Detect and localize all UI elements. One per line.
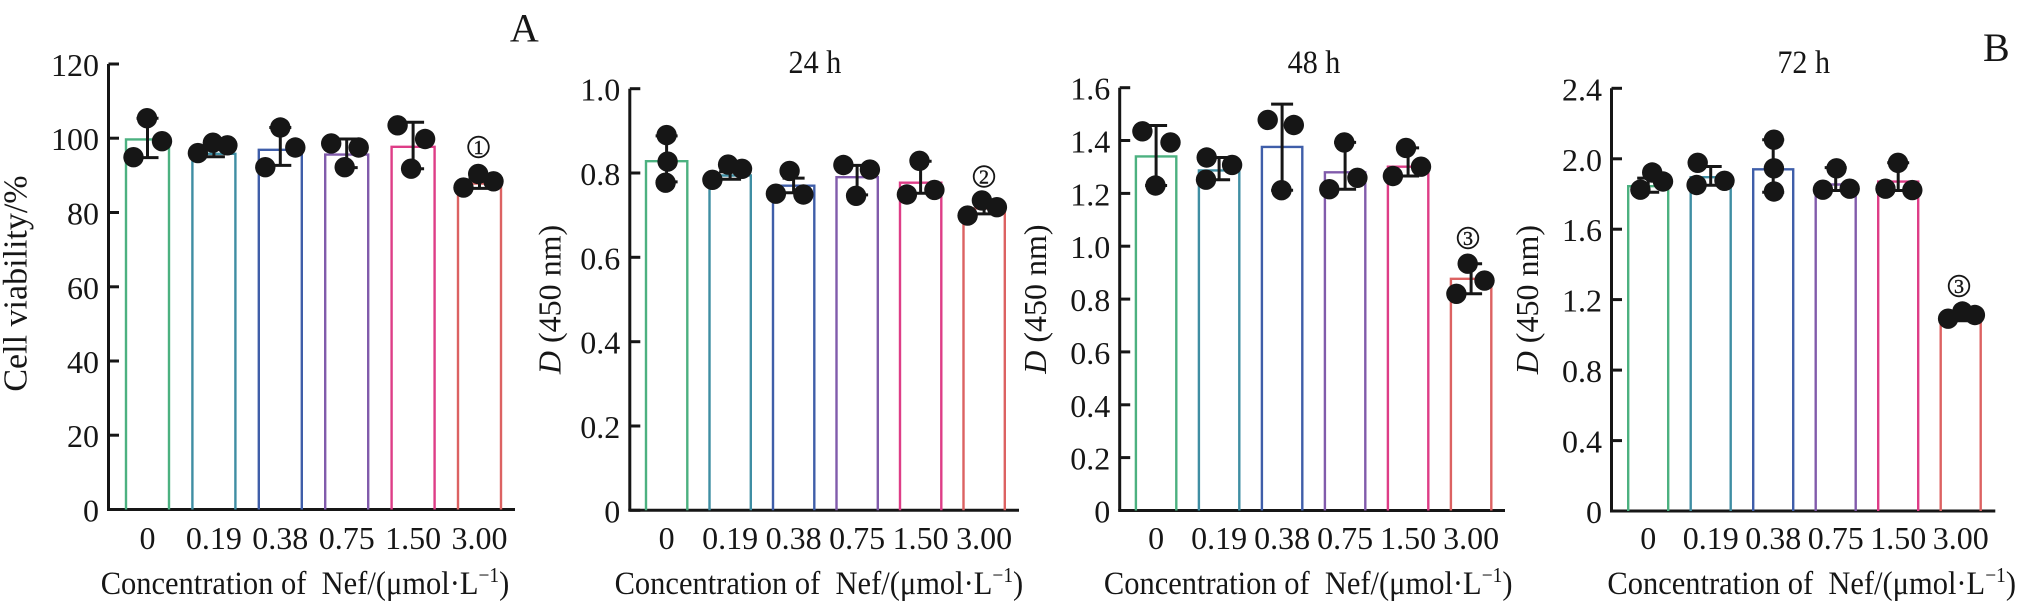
svg-text:48 h: 48 h — [1288, 45, 1341, 81]
svg-text:0.6: 0.6 — [580, 240, 620, 276]
svg-text:1.4: 1.4 — [1070, 124, 1110, 160]
svg-text:3: 3 — [1954, 276, 1964, 298]
svg-text:0.2: 0.2 — [580, 409, 620, 445]
svg-text:D (450 nm): D (450 nm) — [1017, 224, 1053, 374]
svg-text:1.0: 1.0 — [1070, 229, 1110, 265]
svg-text:0.4: 0.4 — [1562, 424, 1602, 460]
svg-text:B: B — [1983, 25, 2010, 70]
svg-text:0.75: 0.75 — [1317, 520, 1373, 556]
svg-text:A: A — [510, 6, 539, 51]
svg-text:0: 0 — [1094, 494, 1110, 530]
svg-text:D (450 nm): D (450 nm) — [1509, 225, 1545, 375]
svg-text:0.38: 0.38 — [766, 520, 822, 556]
svg-text:3.00: 3.00 — [452, 520, 508, 556]
svg-text:0.6: 0.6 — [1070, 335, 1110, 371]
svg-text:0.38: 0.38 — [1254, 520, 1310, 556]
svg-text:1.6: 1.6 — [1070, 71, 1110, 107]
svg-text:Concentration of Nef/(μmol·L−: Concentration of Nef/(μmol·L−1) — [1607, 563, 2016, 602]
svg-text:2.0: 2.0 — [1562, 142, 1602, 178]
svg-text:1.2: 1.2 — [1562, 283, 1602, 319]
svg-text:24 h: 24 h — [789, 45, 842, 81]
svg-text:0.19: 0.19 — [702, 520, 758, 556]
svg-text:100: 100 — [51, 121, 99, 157]
svg-text:120: 120 — [51, 47, 99, 83]
svg-text:Concentration of Nef/(μmol·L−: Concentration of Nef/(μmol·L−1) — [1104, 563, 1513, 602]
svg-text:3.00: 3.00 — [956, 520, 1012, 556]
svg-text:0: 0 — [140, 520, 156, 556]
svg-text:1.6: 1.6 — [1562, 212, 1602, 248]
svg-text:1: 1 — [474, 137, 484, 159]
svg-text:0.4: 0.4 — [580, 325, 620, 361]
svg-text:Concentration of Nef/(μmol·L−: Concentration of Nef/(μmol·L−1) — [101, 563, 510, 602]
svg-text:D (450 nm): D (450 nm) — [532, 225, 568, 375]
svg-text:1.50: 1.50 — [385, 520, 441, 556]
svg-text:Cell viability/%: Cell viability/% — [0, 175, 35, 391]
svg-text:0.75: 0.75 — [829, 520, 885, 556]
svg-text:0.19: 0.19 — [1191, 520, 1247, 556]
svg-text:0.8: 0.8 — [1562, 353, 1602, 389]
svg-text:0: 0 — [1586, 494, 1602, 530]
svg-text:0: 0 — [1640, 520, 1656, 556]
svg-text:2: 2 — [979, 167, 989, 189]
svg-text:3.00: 3.00 — [1933, 520, 1989, 556]
svg-text:1.2: 1.2 — [1070, 176, 1110, 212]
svg-text:0: 0 — [83, 493, 99, 529]
svg-text:0: 0 — [604, 493, 620, 529]
svg-text:0: 0 — [1148, 520, 1164, 556]
svg-text:Concentration of Nef/(μmol·L−: Concentration of Nef/(μmol·L−1) — [615, 563, 1024, 602]
svg-text:1.0: 1.0 — [580, 72, 620, 108]
svg-text:1.50: 1.50 — [893, 520, 949, 556]
svg-text:0.8: 0.8 — [1070, 282, 1110, 318]
svg-text:20: 20 — [67, 418, 99, 454]
svg-text:2.4: 2.4 — [1562, 71, 1602, 107]
svg-text:0.38: 0.38 — [1745, 520, 1801, 556]
svg-text:1.50: 1.50 — [1380, 520, 1436, 556]
svg-text:0.19: 0.19 — [1683, 520, 1739, 556]
svg-text:60: 60 — [67, 270, 99, 306]
svg-text:0.2: 0.2 — [1070, 441, 1110, 477]
svg-text:72 h: 72 h — [1777, 45, 1830, 81]
svg-text:0.75: 0.75 — [1808, 520, 1864, 556]
svg-text:0.38: 0.38 — [252, 520, 308, 556]
svg-text:0: 0 — [659, 520, 675, 556]
svg-text:0.75: 0.75 — [319, 520, 375, 556]
svg-text:0.19: 0.19 — [186, 520, 242, 556]
svg-text:40: 40 — [67, 344, 99, 380]
svg-text:80: 80 — [67, 196, 99, 232]
svg-text:3: 3 — [1463, 228, 1473, 250]
svg-text:1.50: 1.50 — [1870, 520, 1926, 556]
svg-text:0.4: 0.4 — [1070, 388, 1110, 424]
svg-text:0.8: 0.8 — [580, 156, 620, 192]
svg-text:3.00: 3.00 — [1443, 520, 1499, 556]
